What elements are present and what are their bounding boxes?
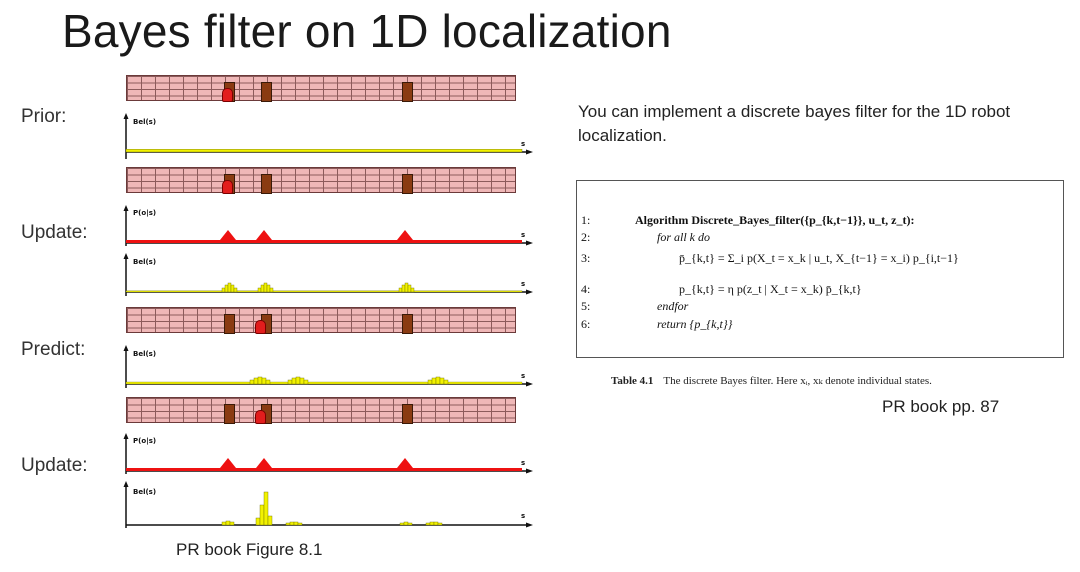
row-label-predict: Predict: — [21, 339, 86, 360]
observation-likelihood-curve — [126, 230, 522, 243]
axis-label-bel: Bel(s) — [133, 118, 156, 126]
door-2 — [261, 82, 272, 102]
line-number: 3: — [581, 251, 591, 265]
table-caption-text: The discrete Bayes filter. Here xᵢ, xₖ d… — [663, 375, 932, 387]
axis-label-s: s — [521, 231, 525, 239]
row-label-update-1: Update: — [21, 222, 88, 243]
door-1 — [224, 314, 235, 334]
posterior-belief-plot: Bel(s) s — [123, 253, 533, 296]
final-belief-plot: Bel(s) s — [123, 481, 533, 528]
x-axis-arrow — [526, 149, 533, 155]
axis-label-s: s — [521, 140, 525, 148]
observation-likelihood-plot-2: P(o|s) s — [123, 433, 533, 474]
prior-belief-plot: Bel(s) s — [123, 113, 533, 159]
figure-caption: PR book Figure 8.1 — [176, 540, 323, 559]
corridor-wall — [126, 167, 516, 194]
algorithm-box: 1: Algorithm Discrete_Bayes_filter({p_{k… — [576, 180, 1064, 358]
predicted-belief-plot: Bel(s) s — [123, 345, 533, 388]
observation-likelihood-curve — [126, 458, 522, 471]
axis-label-s: s — [521, 372, 525, 380]
belief-bumps — [249, 376, 449, 385]
door-3 — [402, 174, 413, 194]
axis-label-s: s — [521, 459, 525, 467]
door-3 — [402, 314, 413, 334]
corridor-wall — [126, 75, 516, 102]
corridor-wall — [126, 307, 516, 334]
y-axis-arrow — [123, 113, 129, 119]
belief-peaks — [221, 282, 415, 293]
axis-label-bel: Bel(s) — [133, 350, 156, 358]
table-caption-label: Table 4.1 — [611, 375, 654, 387]
line-number: 2: — [581, 230, 591, 244]
axis-label-s: s — [521, 512, 525, 520]
robot-icon — [255, 410, 266, 424]
axis-label-s: s — [521, 280, 525, 288]
door-3 — [402, 82, 413, 102]
belief-peaks — [221, 491, 443, 526]
algorithm-for-loop: for all k do — [657, 230, 710, 244]
algorithm-endfor: endfor — [657, 299, 689, 313]
robot-icon — [255, 320, 266, 334]
axis-label-p-obs: P(o|s) — [133, 209, 156, 218]
observation-likelihood-plot: P(o|s) s — [123, 205, 533, 246]
corridor-wall — [126, 397, 516, 424]
prediction-equation: p̄_{k,t} = Σ_i p(X_t = x_k | u_t, X_{t−1… — [679, 251, 959, 265]
axis-label-p-obs: P(o|s) — [133, 437, 156, 446]
row-label-update-2: Update: — [21, 455, 88, 476]
update-equation: p_{k,t} = η p(z_t | X_t = x_k) p̄_{k,t} — [679, 282, 862, 296]
axis-label-bel: Bel(s) — [133, 488, 156, 496]
door-3 — [402, 404, 413, 424]
door-1 — [224, 404, 235, 424]
row-label-prior: Prior: — [21, 106, 67, 127]
robot-icon — [222, 88, 233, 102]
axis-label-bel: Bel(s) — [133, 258, 156, 266]
line-number: 1: — [581, 213, 591, 227]
algorithm-header: Algorithm Discrete_Bayes_filter({p_{k,t−… — [635, 213, 915, 227]
intro-text: You can implement a discrete bayes filte… — [578, 102, 1011, 145]
door-2 — [261, 174, 272, 194]
line-number: 6: — [581, 317, 591, 331]
slide-title: Bayes filter on 1D localization — [62, 5, 672, 57]
robot-icon — [222, 180, 233, 194]
algorithm-return: return {p_{k,t}} — [657, 317, 733, 331]
uniform-belief-bar — [125, 149, 523, 153]
book-reference: PR book pp. 87 — [882, 397, 1000, 416]
line-number: 4: — [581, 282, 591, 296]
table-caption: Table 4.1 The discrete Bayes filter. Here… — [611, 374, 932, 387]
line-number: 5: — [581, 299, 591, 313]
